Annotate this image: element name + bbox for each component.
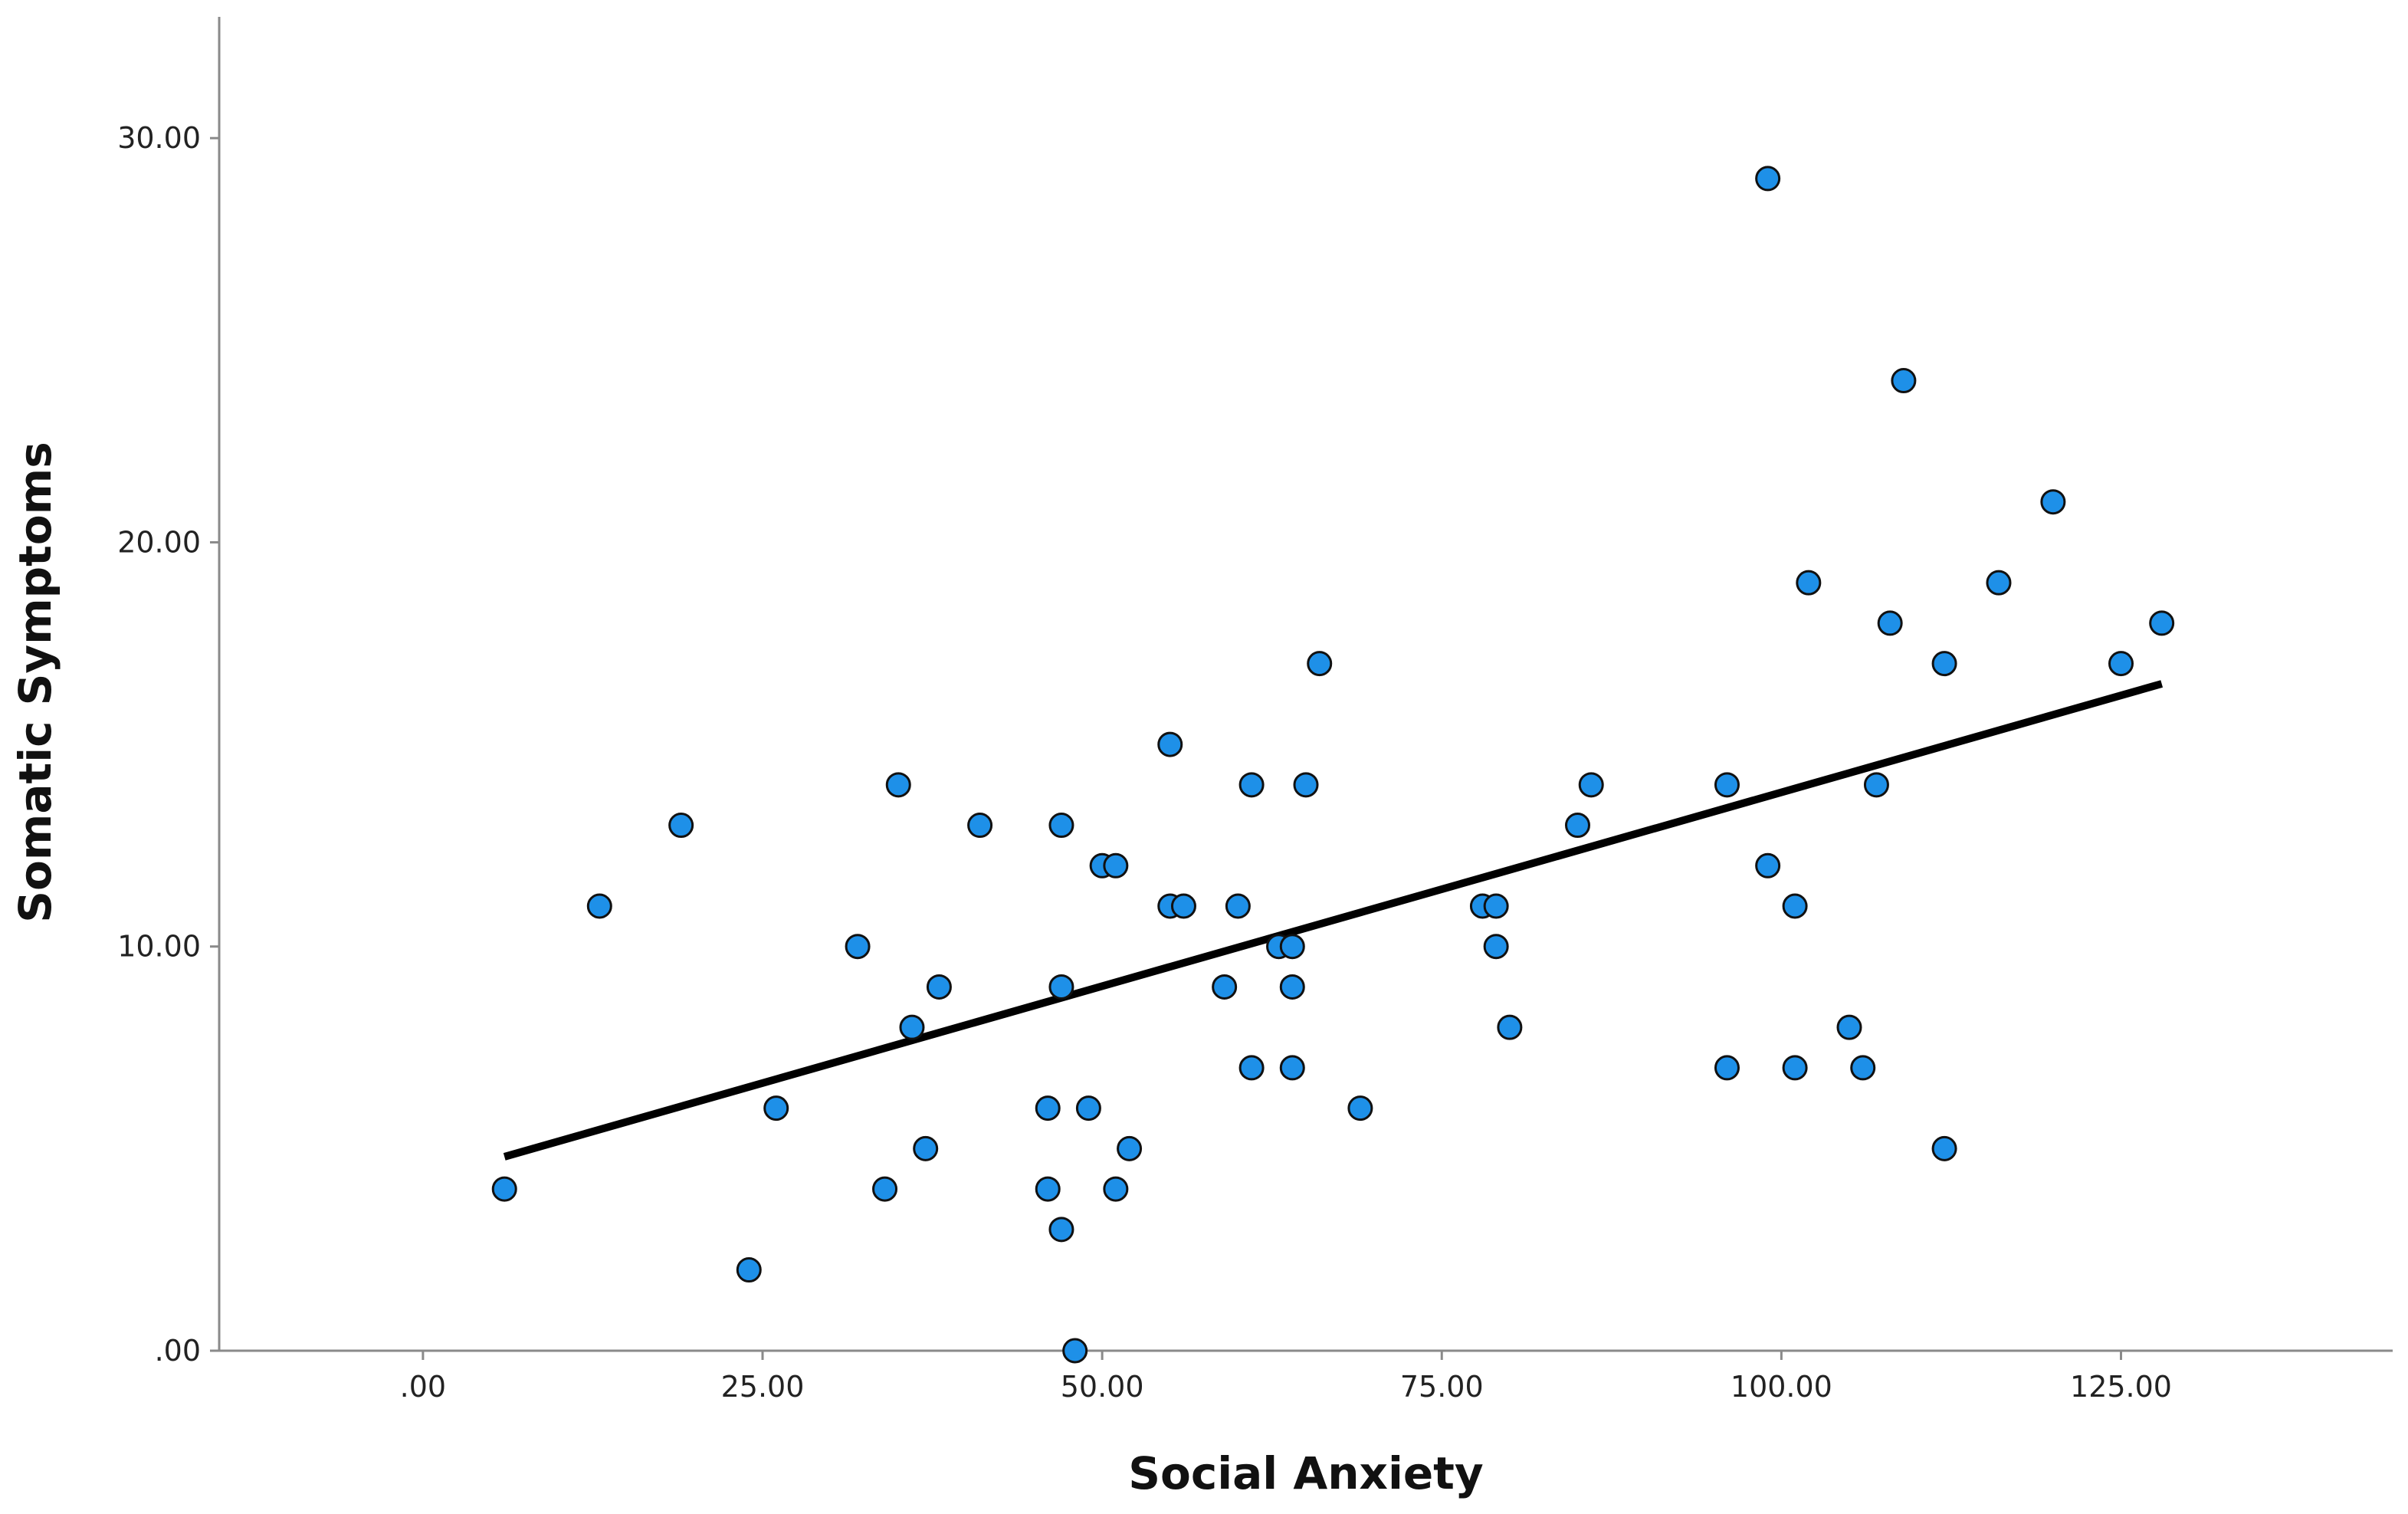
data-point (1035, 1176, 1061, 1202)
data-point (2108, 651, 2134, 677)
data-point (1157, 731, 1183, 757)
data-point (1279, 974, 1305, 1000)
data-point (1225, 893, 1251, 919)
data-point (1347, 1095, 1373, 1122)
data-point (1782, 1055, 1808, 1081)
data-point (1048, 1217, 1074, 1243)
data-point (1578, 772, 1604, 798)
data-point (1796, 570, 1822, 596)
data-point (1075, 1095, 1101, 1122)
data-point (1714, 1055, 1740, 1081)
data-point (1986, 570, 2012, 596)
x-tick-label: 50.00 (1061, 1370, 1144, 1404)
data-point (1103, 852, 1129, 879)
data-point (668, 813, 694, 839)
data-point (2149, 610, 2175, 636)
data-point (763, 1095, 789, 1122)
data-point (1279, 934, 1305, 960)
data-point (1483, 893, 1509, 919)
data-point (1850, 1055, 1876, 1081)
data-point (845, 934, 871, 960)
data-point (1877, 610, 1903, 636)
data-point (1307, 651, 1333, 677)
data-point (1891, 368, 1917, 394)
y-tick-label: 20.00 (117, 525, 201, 559)
data-point (899, 1014, 925, 1040)
x-axis-title: Social Anxiety (1128, 1447, 1483, 1499)
data-point (1782, 893, 1808, 919)
data-point (1212, 974, 1238, 1000)
data-point (1293, 772, 1319, 798)
data-point (736, 1257, 762, 1283)
data-point (1931, 1135, 1957, 1161)
x-tick-label: 25.00 (721, 1370, 805, 1404)
x-tick-label: 75.00 (1400, 1370, 1484, 1404)
data-point (586, 893, 612, 919)
data-point (1863, 772, 1889, 798)
data-point (926, 974, 952, 1000)
data-point (1062, 1338, 1088, 1364)
data-point (1048, 813, 1074, 839)
x-axis-ticks: .00 25.00 50.00 75.00 100.00 125.00 (400, 1351, 2172, 1404)
data-point (913, 1135, 939, 1161)
data-point (1483, 934, 1509, 960)
data-point (1238, 1055, 1265, 1081)
data-point (491, 1176, 517, 1202)
y-tick-label: 10.00 (117, 930, 201, 964)
data-point (1238, 772, 1265, 798)
x-tick-label: .00 (400, 1370, 446, 1404)
data-points (491, 166, 2175, 1364)
data-point (967, 813, 993, 839)
regression-line (503, 680, 2164, 1161)
y-tick-label: .00 (155, 1334, 201, 1368)
data-point (872, 1176, 898, 1202)
data-point (885, 772, 911, 798)
data-point (1497, 1014, 1523, 1040)
data-point (1836, 1014, 1862, 1040)
data-point (1565, 813, 1590, 839)
data-point (1755, 852, 1781, 879)
y-tick-label: 30.00 (117, 121, 201, 155)
data-point (1048, 974, 1074, 1000)
y-axis-title: Somatic Symptoms (9, 442, 61, 922)
data-point (2040, 489, 2066, 515)
regression-line-group (503, 680, 2164, 1161)
data-point (1170, 893, 1196, 919)
y-axis-ticks: .00 10.00 20.00 30.00 (117, 121, 219, 1368)
x-tick-label: 125.00 (2070, 1370, 2172, 1404)
data-point (1714, 772, 1740, 798)
data-point (1035, 1095, 1061, 1122)
data-point (1103, 1176, 1129, 1202)
data-point (1755, 166, 1781, 192)
data-point (1117, 1135, 1143, 1161)
data-point (1931, 651, 1957, 677)
x-tick-label: 100.00 (1731, 1370, 1832, 1404)
data-point (1279, 1055, 1305, 1081)
